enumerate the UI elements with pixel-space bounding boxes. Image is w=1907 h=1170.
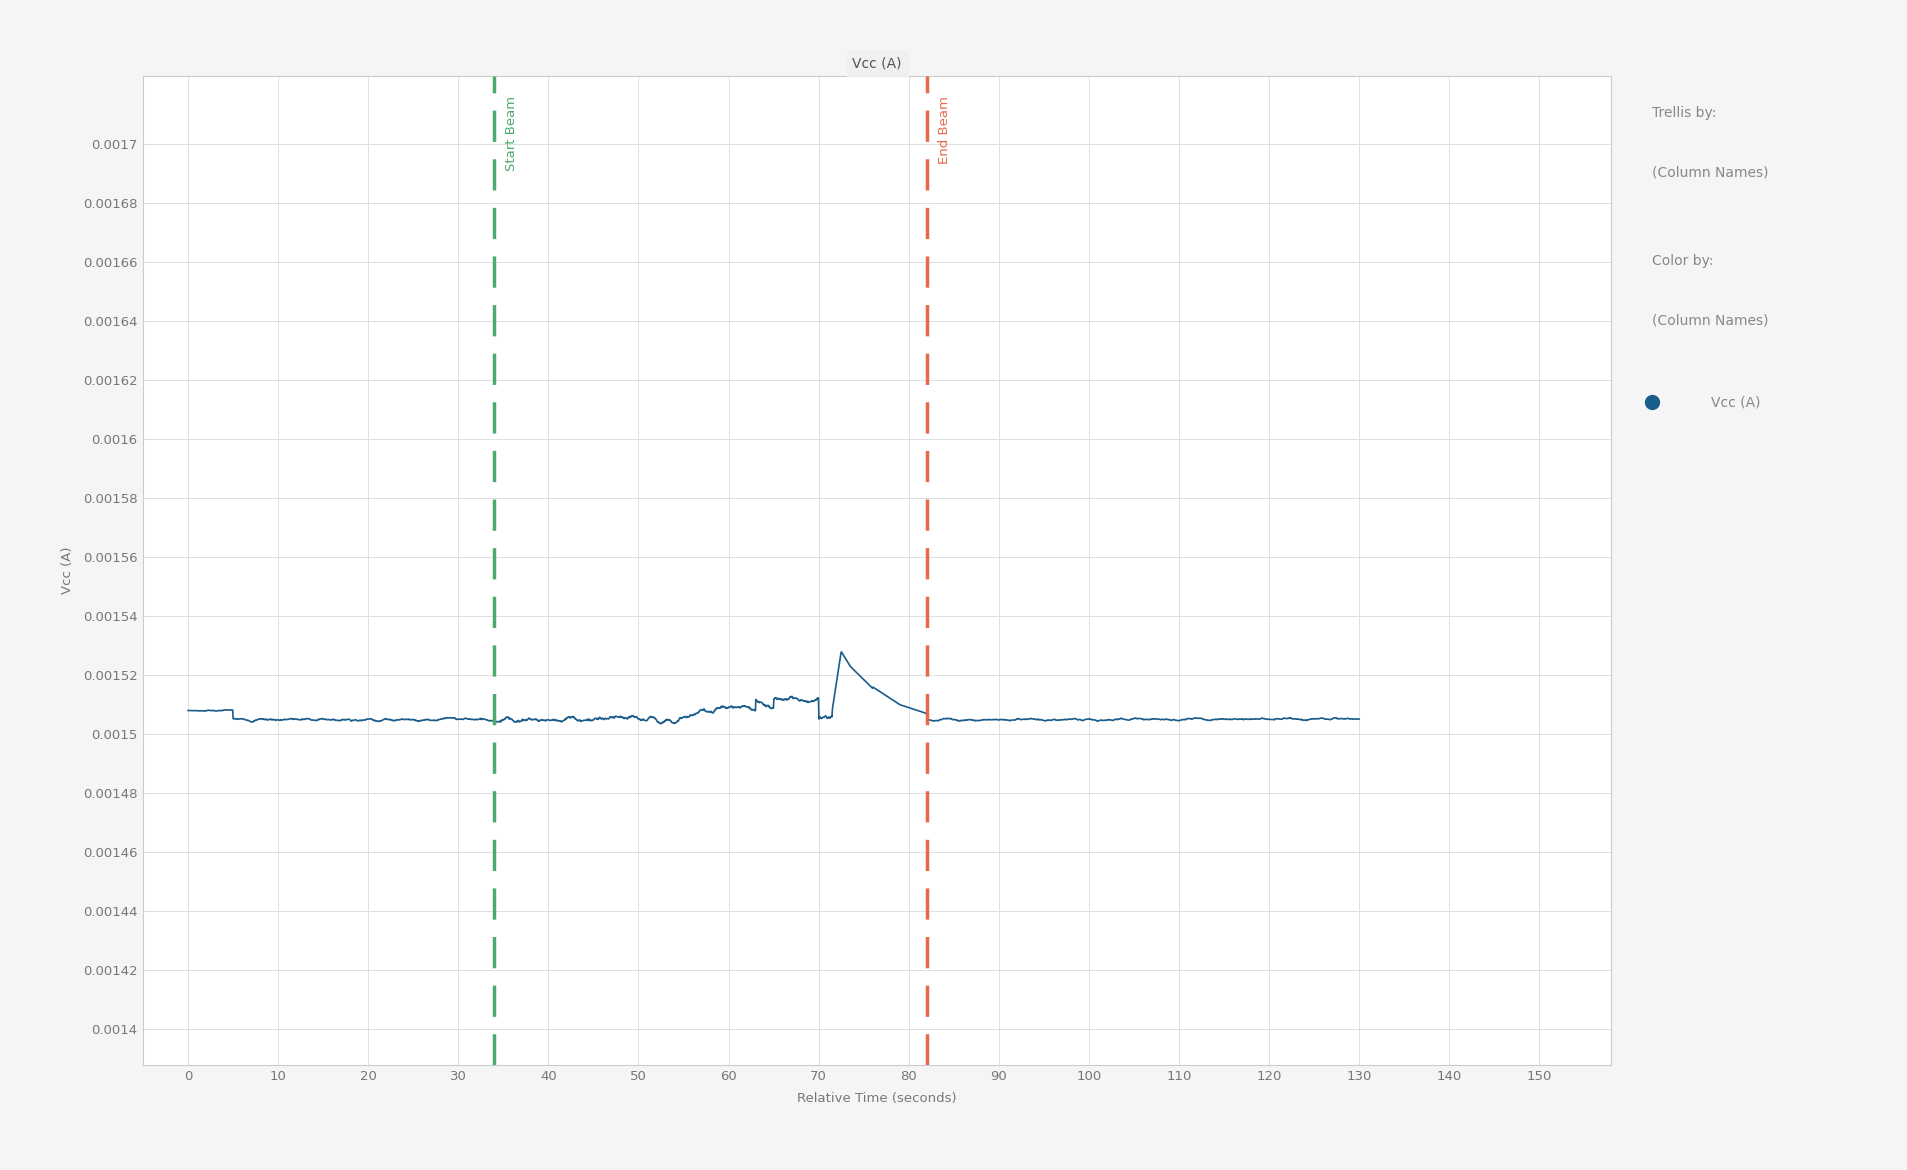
Text: (Column Names): (Column Names): [1651, 314, 1768, 328]
Text: End Beam: End Beam: [938, 96, 950, 164]
Text: Trellis by:: Trellis by:: [1651, 105, 1716, 119]
Text: Color by:: Color by:: [1651, 254, 1712, 268]
Title: Vcc (A): Vcc (A): [852, 56, 902, 70]
X-axis label: Relative Time (seconds): Relative Time (seconds): [797, 1092, 957, 1104]
Text: Vcc (A): Vcc (A): [1711, 395, 1760, 410]
Text: (Column Names): (Column Names): [1651, 165, 1768, 179]
Text: Start Beam: Start Beam: [505, 96, 519, 171]
Y-axis label: Vcc (A): Vcc (A): [61, 546, 74, 594]
